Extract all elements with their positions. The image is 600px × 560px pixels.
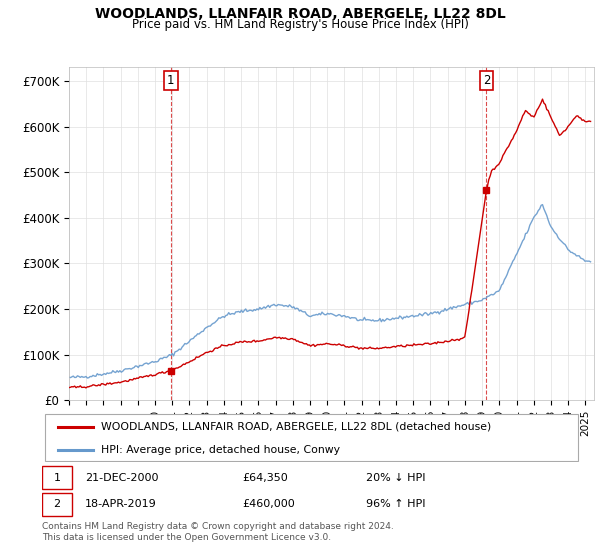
Text: HPI: Average price, detached house, Conwy: HPI: Average price, detached house, Conw… [101,445,340,455]
Text: 21-DEC-2000: 21-DEC-2000 [85,473,159,483]
Text: 96% ↑ HPI: 96% ↑ HPI [366,500,425,509]
Text: 2: 2 [53,500,61,509]
Text: 1: 1 [53,473,61,483]
Text: Price paid vs. HM Land Registry's House Price Index (HPI): Price paid vs. HM Land Registry's House … [131,18,469,31]
FancyBboxPatch shape [45,414,578,461]
FancyBboxPatch shape [42,466,72,489]
Text: Contains HM Land Registry data © Crown copyright and database right 2024.
This d: Contains HM Land Registry data © Crown c… [42,522,394,542]
FancyBboxPatch shape [42,493,72,516]
Text: WOODLANDS, LLANFAIR ROAD, ABERGELE, LL22 8DL (detached house): WOODLANDS, LLANFAIR ROAD, ABERGELE, LL22… [101,422,491,432]
Text: 1: 1 [167,74,175,87]
Text: WOODLANDS, LLANFAIR ROAD, ABERGELE, LL22 8DL: WOODLANDS, LLANFAIR ROAD, ABERGELE, LL22… [95,7,505,21]
Text: 20% ↓ HPI: 20% ↓ HPI [366,473,425,483]
Text: £64,350: £64,350 [242,473,287,483]
Text: 18-APR-2019: 18-APR-2019 [85,500,157,509]
Text: 2: 2 [482,74,490,87]
Text: £460,000: £460,000 [242,500,295,509]
